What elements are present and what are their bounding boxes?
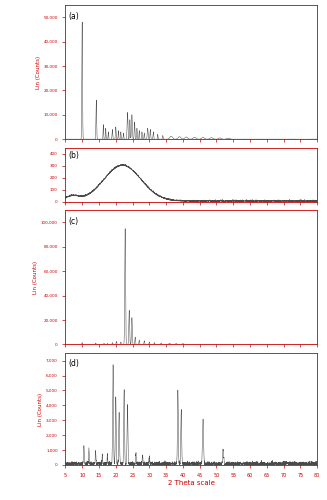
Y-axis label: Lin (Counts): Lin (Counts): [33, 261, 38, 294]
Y-axis label: Lin (Counts): Lin (Counts): [36, 56, 41, 88]
Y-axis label: Lin (Counts): Lin (Counts): [38, 392, 43, 426]
X-axis label: 2 Theta scale: 2 Theta scale: [168, 480, 215, 486]
Text: (b): (b): [68, 150, 79, 160]
Text: (c): (c): [68, 217, 78, 226]
Text: (a): (a): [68, 12, 79, 20]
Text: (d): (d): [68, 358, 79, 368]
